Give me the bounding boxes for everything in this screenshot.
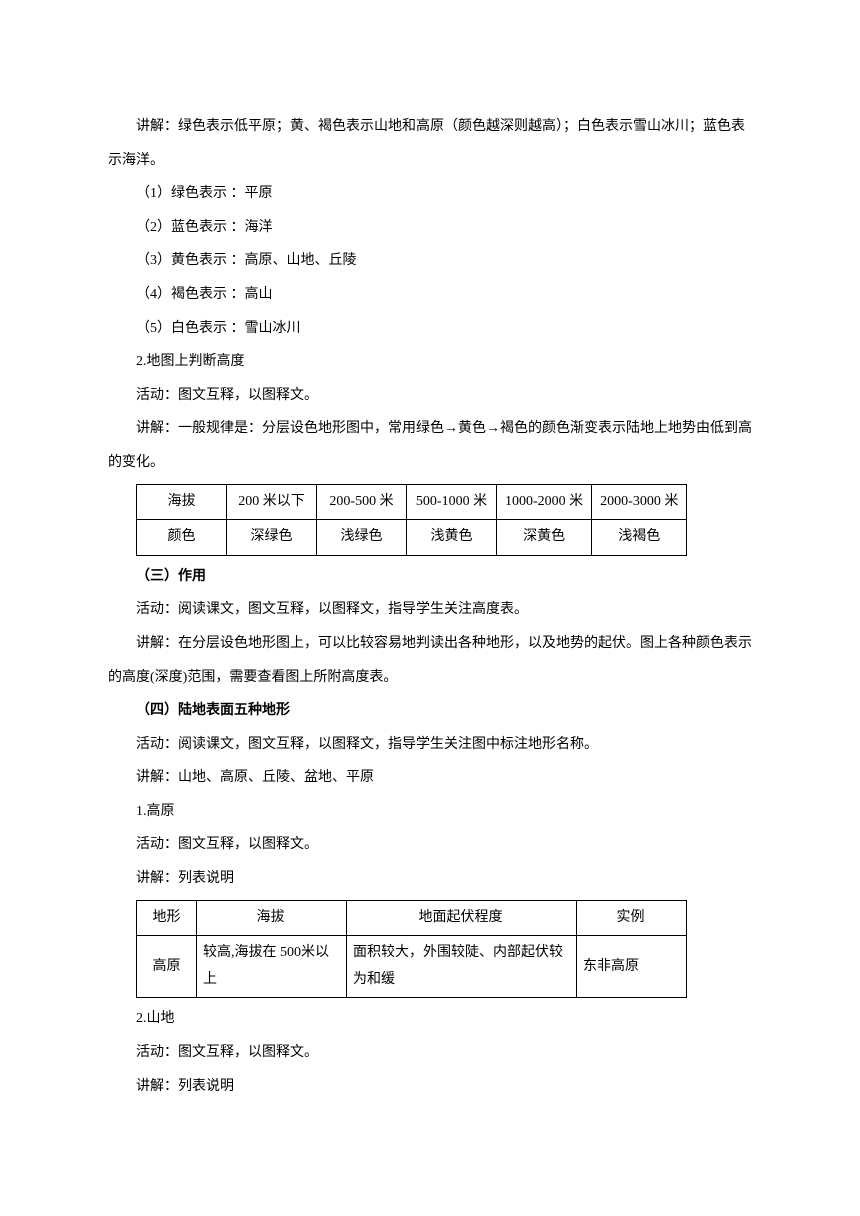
- table-row: 海拔 200 米以下 200-500 米 500-1000 米 1000-200…: [137, 484, 687, 520]
- table-row: 高原 较高,海拔在 500米以上 面积较大，外围较陡、内部起伏较为和缓 东非高原: [137, 936, 687, 998]
- table-row: 颜色 深绿色 浅绿色 浅黄色 深黄色 浅褐色: [137, 520, 687, 556]
- section-4-activity: 活动：阅读课文，图文互释，以图释文，指导学生关注图中标注地形名称。: [108, 728, 752, 762]
- paragraph-intro: 讲解：绿色表示低平原；黄、褐色表示山地和高原（颜色越深则越高）；白色表示雪山冰川…: [108, 110, 752, 177]
- section-3-activity: 活动：阅读课文，图文互释，以图释文，指导学生关注高度表。: [108, 593, 752, 627]
- list-item-3: （3）黄色表示 ：高原、山地、丘陵: [108, 244, 752, 278]
- table-row: 地形 海拔 地面起伏程度 实例: [137, 900, 687, 936]
- th-relief: 地面起伏程度: [347, 900, 577, 936]
- section-4-2-activity: 活动：图文互释，以图释文。: [108, 1036, 752, 1070]
- section-2-activity: 活动：图文互释，以图释文。: [108, 379, 752, 413]
- cell-elevation: 较高,海拔在 500米以上: [197, 936, 347, 998]
- list-item-5: （5）白色表示 ：雪山冰川: [108, 312, 752, 346]
- section-4-2-explain: 讲解：列表说明: [108, 1070, 752, 1104]
- section-4-1-explain: 讲解：列表说明: [108, 862, 752, 896]
- cell-label: 颜色: [137, 520, 227, 556]
- cell-value: 200-500 米: [317, 484, 407, 520]
- cell-value: 500-1000 米: [407, 484, 497, 520]
- cell-label: 海拔: [137, 484, 227, 520]
- section-4-explain: 讲解：山地、高原、丘陵、盆地、平原: [108, 761, 752, 795]
- cell-value: 1000-2000 米: [497, 484, 592, 520]
- cell-terrain: 高原: [137, 936, 197, 998]
- cell-relief: 面积较大，外围较陡、内部起伏较为和缓: [347, 936, 577, 998]
- cell-value: 深绿色: [227, 520, 317, 556]
- cell-value: 2000-3000 米: [592, 484, 687, 520]
- th-terrain: 地形: [137, 900, 197, 936]
- th-elevation: 海拔: [197, 900, 347, 936]
- list-item-1: （1）绿色表示 ：平原: [108, 177, 752, 211]
- section-4-1-activity: 活动：图文互释，以图释文。: [108, 828, 752, 862]
- terrain-table: 地形 海拔 地面起伏程度 实例 高原 较高,海拔在 500米以上 面积较大，外围…: [136, 900, 687, 999]
- section-3-heading: （三）作用: [108, 560, 752, 594]
- cell-value: 深黄色: [497, 520, 592, 556]
- cell-value: 浅黄色: [407, 520, 497, 556]
- section-3-explain: 讲解：在分层设色地形图上，可以比较容易地判读出各种地形，以及地势的起伏。图上各种…: [108, 627, 752, 694]
- section-4-1-title: 1.高原: [108, 795, 752, 829]
- section-2-explain: 讲解：一般规律是：分层设色地形图中，常用绿色→黄色→褐色的颜色渐变表示陆地上地势…: [108, 412, 752, 479]
- section-2-title: 2.地图上判断高度: [108, 345, 752, 379]
- list-item-4: （4）褐色表示 ：高山: [108, 278, 752, 312]
- list-item-2: （2）蓝色表示 ：海洋: [108, 211, 752, 245]
- cell-value: 浅绿色: [317, 520, 407, 556]
- section-4-2-title: 2.山地: [108, 1002, 752, 1036]
- page: 讲解：绿色表示低平原；黄、褐色表示山地和高原（颜色越深则越高）；白色表示雪山冰川…: [108, 110, 752, 1103]
- cell-value: 200 米以下: [227, 484, 317, 520]
- cell-example: 东非高原: [577, 936, 687, 998]
- cell-value: 浅褐色: [592, 520, 687, 556]
- th-example: 实例: [577, 900, 687, 936]
- elevation-color-table: 海拔 200 米以下 200-500 米 500-1000 米 1000-200…: [136, 484, 687, 556]
- section-4-heading: （四）陆地表面五种地形: [108, 694, 752, 728]
